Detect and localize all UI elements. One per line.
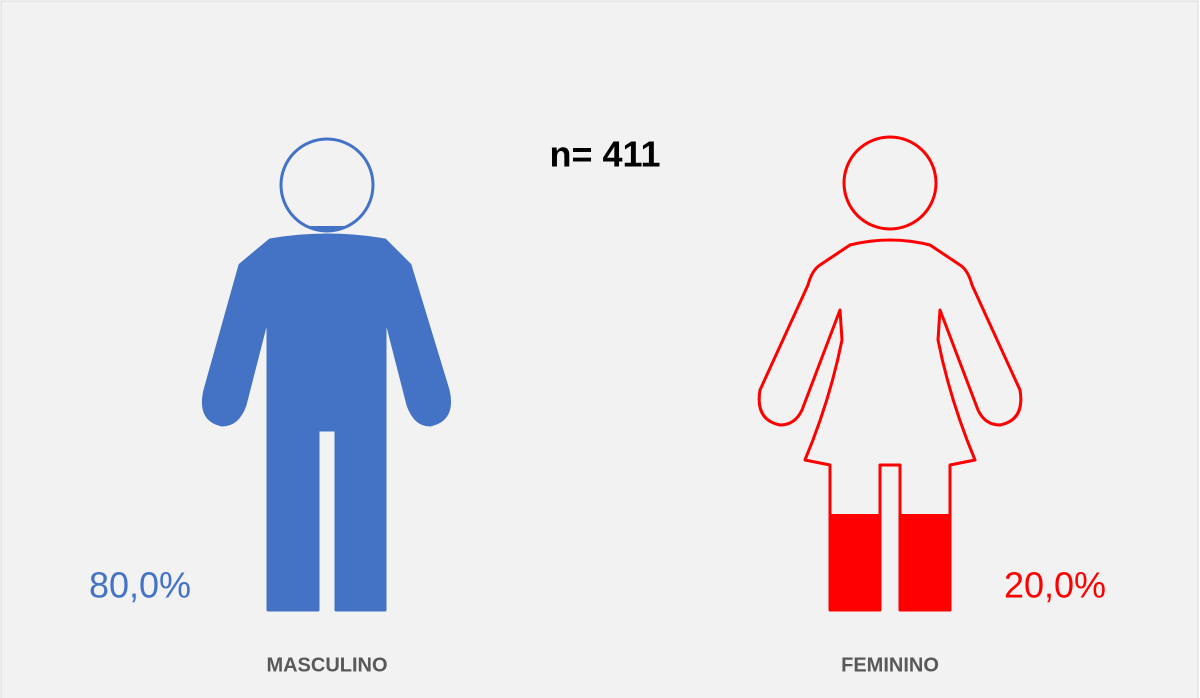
figure-head [842, 135, 938, 231]
category-label: MASCULINO [266, 654, 387, 676]
value-label: 20,0% [1004, 565, 1106, 606]
figure-body [757, 238, 1023, 612]
value-label: 80,0% [89, 565, 191, 606]
figure-body [201, 233, 451, 612]
category-label: FEMININO [841, 654, 939, 676]
figure-head [279, 137, 375, 233]
chart-title: n= 411 [549, 134, 660, 175]
